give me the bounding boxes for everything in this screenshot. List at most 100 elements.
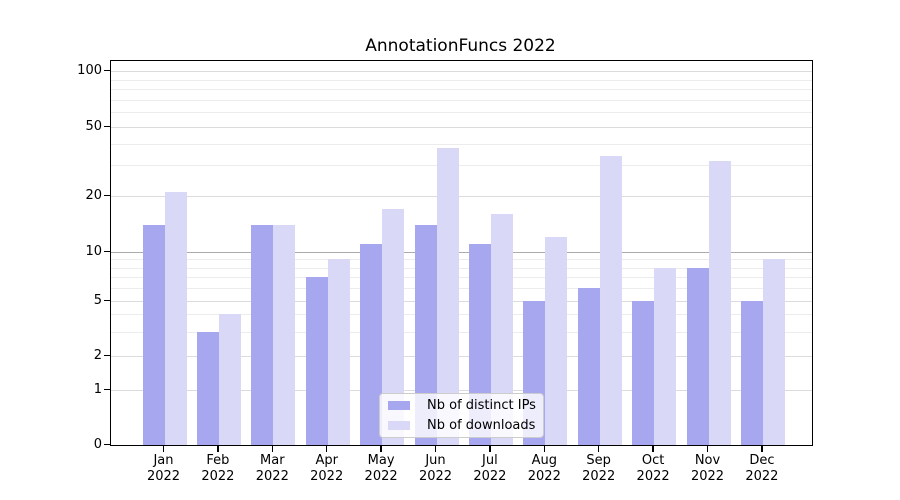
y-tick-mark xyxy=(104,299,110,301)
x-tick-label-mar: Mar 2022 xyxy=(242,453,302,485)
x-tick-month: Apr xyxy=(315,453,338,468)
y-tick-mark xyxy=(104,443,110,445)
legend: Nb of distinct IPs Nb of downloads xyxy=(379,393,544,438)
x-tick-mark xyxy=(325,445,328,452)
x-tick-month: Jan xyxy=(153,453,174,468)
y-tick-label: 10 xyxy=(85,243,102,259)
x-tick-label-aug: Aug 2022 xyxy=(514,453,574,485)
y-tick-label: 100 xyxy=(77,62,102,78)
y-tick-label: 20 xyxy=(85,187,102,203)
bar-ips-may xyxy=(360,244,383,445)
bar-ips-jun xyxy=(414,224,437,445)
y-tick-label: 5 xyxy=(93,292,102,308)
gridline-minor xyxy=(111,259,812,261)
bar-downloads-mar xyxy=(273,224,296,445)
x-tick-label-jan: Jan 2022 xyxy=(134,453,194,485)
x-tick-year: 2022 xyxy=(255,469,289,484)
x-tick-mark xyxy=(597,445,600,452)
y-tick-mark xyxy=(104,354,110,356)
x-tick-month: Aug xyxy=(531,453,557,468)
y-tick-mark xyxy=(104,388,110,390)
x-tick-month: Mar xyxy=(260,453,285,468)
gridline-minor xyxy=(111,112,812,114)
gridline-minor xyxy=(111,79,812,81)
bar-ips-apr xyxy=(305,277,328,445)
bar-downloads-jan xyxy=(164,192,187,445)
x-tick-label-feb: Feb 2022 xyxy=(188,453,248,485)
y-tick-label: 0 xyxy=(93,436,102,452)
bar-ips-sep xyxy=(577,288,600,445)
bar-downloads-apr xyxy=(327,259,350,445)
bar-downloads-feb xyxy=(218,314,241,445)
gridline-major xyxy=(111,127,812,128)
bar-downloads-jun xyxy=(436,147,459,445)
bar-downloads-dec xyxy=(762,259,785,445)
x-tick-month: Dec xyxy=(749,453,775,468)
x-tick-label-dec: Dec 2022 xyxy=(732,453,792,485)
x-tick-year: 2022 xyxy=(582,469,616,484)
bar-downloads-may xyxy=(382,209,405,445)
gridline-minor xyxy=(111,331,812,333)
gridline-major xyxy=(111,390,812,391)
x-tick-month: Jul xyxy=(482,453,498,468)
gridline-major xyxy=(111,71,812,72)
x-tick-mark xyxy=(761,445,763,452)
chart-title: AnnotationFuncs 2022 xyxy=(365,36,556,56)
gridline-minor xyxy=(111,99,812,101)
gridline-major xyxy=(111,356,812,357)
x-tick-mark xyxy=(217,445,219,452)
x-tick-mark xyxy=(162,445,165,452)
legend-label-downloads: Nb of downloads xyxy=(427,417,536,433)
legend-item-downloads: Nb of downloads xyxy=(386,418,537,434)
x-tick-month: Oct xyxy=(641,453,665,468)
bar-downloads-sep xyxy=(599,156,622,445)
x-tick-year: 2022 xyxy=(636,469,670,484)
x-tick-label-jun: Jun 2022 xyxy=(406,453,466,485)
x-tick-year: 2022 xyxy=(201,469,235,484)
x-tick-month: Feb xyxy=(206,453,230,468)
x-tick-year: 2022 xyxy=(527,469,561,484)
x-tick-mark xyxy=(652,445,654,452)
bar-ips-nov xyxy=(686,267,709,445)
bar-ips-oct xyxy=(632,301,655,445)
bar-downloads-oct xyxy=(654,267,677,445)
bar-ips-dec xyxy=(740,301,763,445)
gridline-major xyxy=(111,301,812,302)
x-tick-year: 2022 xyxy=(310,469,344,484)
y-tick-mark xyxy=(104,250,110,252)
plot-area xyxy=(110,60,813,446)
gridline-major xyxy=(111,252,812,253)
y-tick-label: 1 xyxy=(93,381,102,397)
x-tick-year: 2022 xyxy=(146,469,181,484)
x-tick-month: Nov xyxy=(694,453,721,468)
x-tick-label-jul: Jul 2022 xyxy=(460,453,520,485)
x-tick-mark xyxy=(380,445,382,452)
x-tick-label-may: May 2022 xyxy=(351,453,411,485)
gridline-minor xyxy=(111,143,812,145)
x-tick-mark xyxy=(489,445,491,452)
legend-item-distinct-ips: Nb of distinct IPs xyxy=(386,398,537,414)
x-tick-mark xyxy=(434,445,437,452)
bar-downloads-jul xyxy=(490,214,513,445)
x-tick-mark xyxy=(706,445,709,452)
x-tick-year: 2022 xyxy=(745,469,779,484)
gridline-major xyxy=(111,196,812,197)
bar-ips-feb xyxy=(196,331,219,445)
x-tick-month: May xyxy=(367,453,395,468)
x-tick-label-sep: Sep 2022 xyxy=(569,453,629,485)
y-tick-mark xyxy=(104,69,110,71)
y-tick-mark xyxy=(104,194,110,196)
bar-downloads-nov xyxy=(708,160,731,445)
y-tick-mark xyxy=(104,125,110,127)
gridline-minor xyxy=(111,267,812,269)
x-tick-year: 2022 xyxy=(473,469,507,484)
x-tick-month: Jun xyxy=(425,453,446,468)
x-tick-year: 2022 xyxy=(690,469,725,484)
bar-ips-mar xyxy=(251,224,274,445)
x-tick-label-apr: Apr 2022 xyxy=(297,453,357,485)
bar-ips-jan xyxy=(142,224,165,445)
bar-downloads-aug xyxy=(545,237,568,445)
x-tick-mark xyxy=(271,445,274,452)
y-tick-label: 50 xyxy=(85,118,102,134)
